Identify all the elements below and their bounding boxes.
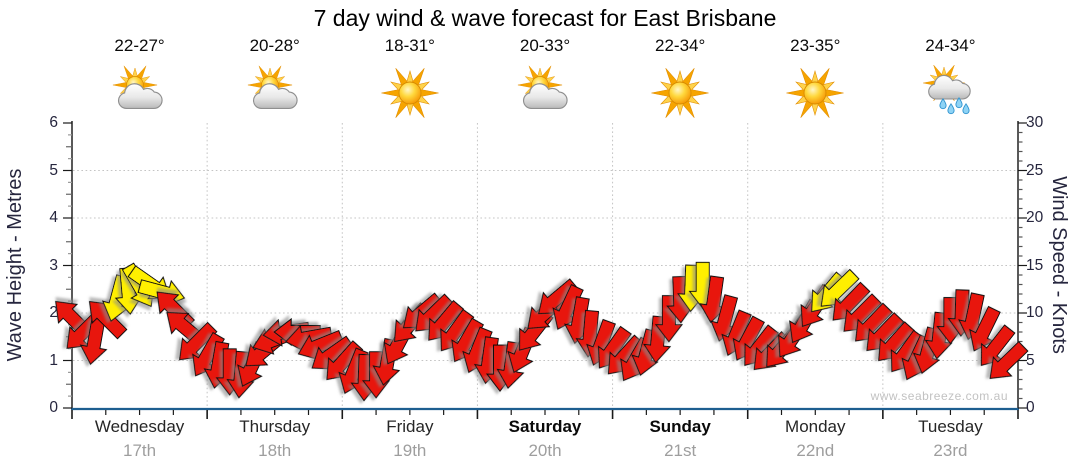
- wind-arrow: [820, 268, 860, 307]
- wind-arrow: [980, 324, 1016, 367]
- weather-icon-sun-cloud: [108, 60, 172, 124]
- day-date-label: 22nd: [796, 441, 835, 460]
- wind-speed-tick: 30: [1026, 114, 1044, 131]
- day-date-label: 19th: [393, 441, 427, 460]
- wind-arrow-series: [55, 261, 1029, 402]
- wind-arrow: [440, 308, 475, 352]
- day-name-label: Thursday: [239, 417, 311, 436]
- weather-icon-sunny: [783, 60, 847, 124]
- wave-height-tick: 2: [49, 304, 58, 321]
- wind-arrow: [537, 278, 579, 315]
- wave-height-tick: 0: [49, 399, 58, 416]
- wind-arrow: [969, 305, 1001, 352]
- day-name-label: Friday: [386, 417, 434, 436]
- chart-title: 7 day wind & wave forecast for East Bris…: [313, 5, 777, 31]
- temperature-range: 20-28°: [249, 36, 300, 55]
- wave-height-tick: 4: [49, 209, 58, 226]
- temperature-range: 20-33°: [519, 36, 571, 55]
- day-name-label: Tuesday: [918, 417, 983, 436]
- wave-height-tick: 1: [49, 351, 58, 369]
- day-date-label: 17th: [123, 441, 157, 460]
- watermark: www.seabreeze.com.au: [870, 389, 1008, 403]
- wave-height-tick: 5: [49, 161, 58, 179]
- wind-arrow: [552, 283, 584, 330]
- wave-height-tick: 3: [49, 256, 58, 274]
- day-date-label: 20th: [528, 441, 562, 460]
- day-name-label: Monday: [785, 417, 846, 436]
- temperature-range: 18-31°: [384, 36, 435, 55]
- day-name-label: Sunday: [649, 417, 711, 436]
- wind-arrow: [451, 317, 485, 363]
- wind-speed-tick: 15: [1026, 256, 1044, 274]
- weather-icon-sunny: [378, 60, 442, 124]
- wind-speed-tick: 5: [1026, 351, 1035, 369]
- wave-height-tick: 6: [49, 114, 58, 131]
- temperature-range: 22-34°: [655, 36, 706, 55]
- wind-speed-tick: 0: [1026, 399, 1035, 416]
- wind-arrow: [699, 275, 728, 324]
- temperature-range: 22-27°: [114, 36, 165, 55]
- wind-speed-tick: 20: [1026, 209, 1044, 226]
- weather-icon-sun-cloud: [243, 60, 307, 124]
- wind-arrow: [326, 340, 364, 381]
- day-name-label: Saturday: [508, 417, 582, 436]
- wind-arrow: [79, 317, 108, 366]
- temperature-range: 24-34°: [925, 36, 976, 55]
- wind-speed-tick: 10: [1026, 304, 1044, 321]
- temperature-range: 23-35°: [790, 36, 841, 55]
- weather-icon-sun-cloud-rain: [918, 60, 982, 124]
- day-date-label: 23rd: [933, 441, 968, 460]
- wind-arrow: [989, 340, 1029, 380]
- day-name-label: Wednesday: [94, 417, 185, 436]
- wind-speed-tick: 25: [1026, 161, 1044, 179]
- day-date-label: 18th: [258, 441, 292, 460]
- wind-arrow: [88, 300, 128, 340]
- weather-icon-sun-cloud: [513, 60, 577, 124]
- day-date-label: 21st: [664, 441, 697, 460]
- weather-icon-sunny: [648, 60, 712, 124]
- wind-arrow: [178, 321, 218, 361]
